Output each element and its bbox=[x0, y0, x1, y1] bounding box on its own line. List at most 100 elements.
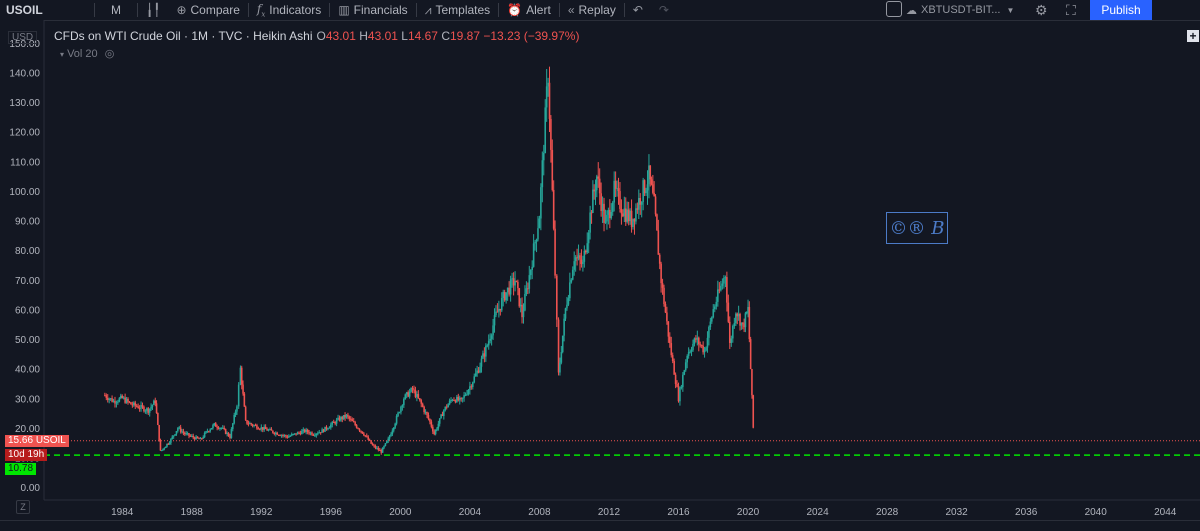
candle-body bbox=[251, 424, 254, 426]
replay-button[interactable]: «Replay bbox=[562, 0, 622, 20]
candle-body bbox=[403, 399, 405, 406]
financials-button[interactable]: ▥ Financials bbox=[332, 0, 413, 20]
candle-body bbox=[355, 425, 358, 428]
candle-body bbox=[105, 395, 108, 398]
candle-body bbox=[521, 304, 523, 318]
fullscreen-icon[interactable]: ⛶ bbox=[1066, 1, 1076, 18]
candle-body bbox=[584, 250, 587, 253]
candle-body bbox=[542, 153, 545, 161]
candle-body bbox=[261, 427, 264, 430]
candle-body bbox=[166, 443, 168, 447]
candle-body bbox=[626, 209, 629, 222]
candle-body bbox=[290, 434, 293, 436]
candle-body bbox=[557, 319, 560, 373]
eye-hidden-icon[interactable]: ◎ bbox=[104, 48, 115, 60]
redo-button[interactable]: ↷ bbox=[653, 0, 679, 20]
candle-body bbox=[699, 344, 702, 346]
interval-button[interactable]: M bbox=[111, 3, 121, 17]
candle-body bbox=[469, 386, 471, 390]
candle-body bbox=[693, 338, 696, 344]
candle-body bbox=[340, 416, 342, 421]
account-selector[interactable]: ☁ XBTUSDT-BIT... ▼ bbox=[906, 0, 1014, 20]
compare-button[interactable]: ⊕ Compare bbox=[170, 0, 245, 20]
candle-body bbox=[514, 280, 516, 286]
candle-body bbox=[104, 395, 106, 397]
templates-icon: ⩘ bbox=[424, 2, 432, 17]
candle-body bbox=[686, 355, 688, 363]
candle-body bbox=[357, 427, 359, 429]
candle-body bbox=[198, 438, 200, 440]
alert-label: Alert bbox=[526, 3, 551, 17]
candle-body bbox=[531, 266, 533, 271]
alert-button[interactable]: ⏰ Alert bbox=[501, 0, 557, 20]
candle-body bbox=[636, 208, 639, 210]
y-tick-label: 100.00 bbox=[9, 187, 40, 198]
candle-body bbox=[174, 434, 176, 436]
candle-body bbox=[627, 209, 630, 222]
candle-body bbox=[632, 218, 634, 228]
candle-body bbox=[745, 312, 748, 314]
x-tick-label: 1992 bbox=[250, 507, 273, 518]
candle-body bbox=[630, 210, 633, 228]
symbol-search[interactable]: USOIL bbox=[6, 3, 43, 17]
candle-body bbox=[702, 345, 704, 353]
x-tick-label: 2020 bbox=[737, 507, 760, 518]
candle-body bbox=[726, 277, 728, 303]
candle-body bbox=[613, 180, 615, 203]
candle-body bbox=[348, 416, 351, 419]
candle-body bbox=[209, 429, 211, 432]
divider bbox=[415, 3, 417, 17]
candle-body bbox=[674, 374, 677, 384]
candle-body bbox=[196, 436, 199, 439]
candle-body bbox=[544, 107, 547, 154]
candle-body bbox=[185, 433, 187, 435]
candle-body bbox=[697, 337, 700, 345]
candle-body bbox=[201, 438, 203, 440]
publish-button[interactable]: Publish bbox=[1090, 0, 1152, 20]
candle-body bbox=[286, 436, 289, 438]
chart-type-button[interactable]: ╽╿ bbox=[140, 0, 170, 20]
candle-body bbox=[407, 392, 409, 397]
templates-label: Templates bbox=[435, 3, 491, 17]
candle-body bbox=[752, 395, 755, 428]
candle-body bbox=[429, 418, 431, 422]
candle-body bbox=[458, 397, 461, 401]
candle-body bbox=[653, 192, 655, 197]
candle-body bbox=[280, 435, 283, 437]
price-chart[interactable]: 0.0010.0020.0030.0040.0050.0060.0070.008… bbox=[0, 20, 1200, 520]
candle-body bbox=[434, 429, 437, 435]
candle-body bbox=[535, 239, 538, 242]
candle-body bbox=[547, 82, 549, 87]
candle-body bbox=[151, 404, 154, 407]
y-tick-label: 140.00 bbox=[9, 68, 40, 79]
replay-label: Replay bbox=[578, 3, 616, 17]
candle-body bbox=[648, 165, 650, 185]
candle-body bbox=[189, 435, 192, 437]
candle-body bbox=[206, 431, 209, 433]
undo-button[interactable]: ↶ bbox=[627, 0, 653, 20]
alarm-clock-icon: ⏰ bbox=[507, 3, 523, 17]
x-tick-label: 2044 bbox=[1154, 507, 1177, 518]
add-plus-icon[interactable]: + bbox=[1187, 30, 1199, 42]
candle-body bbox=[273, 432, 276, 435]
candle-body bbox=[267, 429, 270, 431]
layout-square-icon[interactable] bbox=[886, 1, 902, 17]
indicators-button[interactable]: fx Indicators bbox=[251, 0, 327, 20]
candle-body bbox=[477, 370, 480, 373]
candle-body bbox=[157, 412, 159, 425]
templates-button[interactable]: ⩘ Templates bbox=[419, 0, 496, 20]
candle-body bbox=[405, 392, 408, 395]
settings-gear-icon[interactable]: ⚙ bbox=[1035, 1, 1048, 18]
legend-ohlc: O43.01 H43.01 L14.67 C19.87 −13.23 (−39.… bbox=[316, 29, 580, 43]
zoom-reset-button[interactable]: Z bbox=[16, 500, 30, 514]
candle-body bbox=[606, 214, 608, 222]
candle-body bbox=[184, 432, 186, 435]
candle-body bbox=[264, 426, 267, 430]
candle-body bbox=[305, 429, 308, 432]
candle-body bbox=[437, 423, 440, 429]
divider bbox=[329, 3, 331, 17]
volume-label: Vol 20 bbox=[67, 48, 98, 60]
candle-body bbox=[492, 325, 494, 336]
candle-body bbox=[417, 394, 420, 399]
x-tick-label: 2032 bbox=[946, 507, 969, 518]
